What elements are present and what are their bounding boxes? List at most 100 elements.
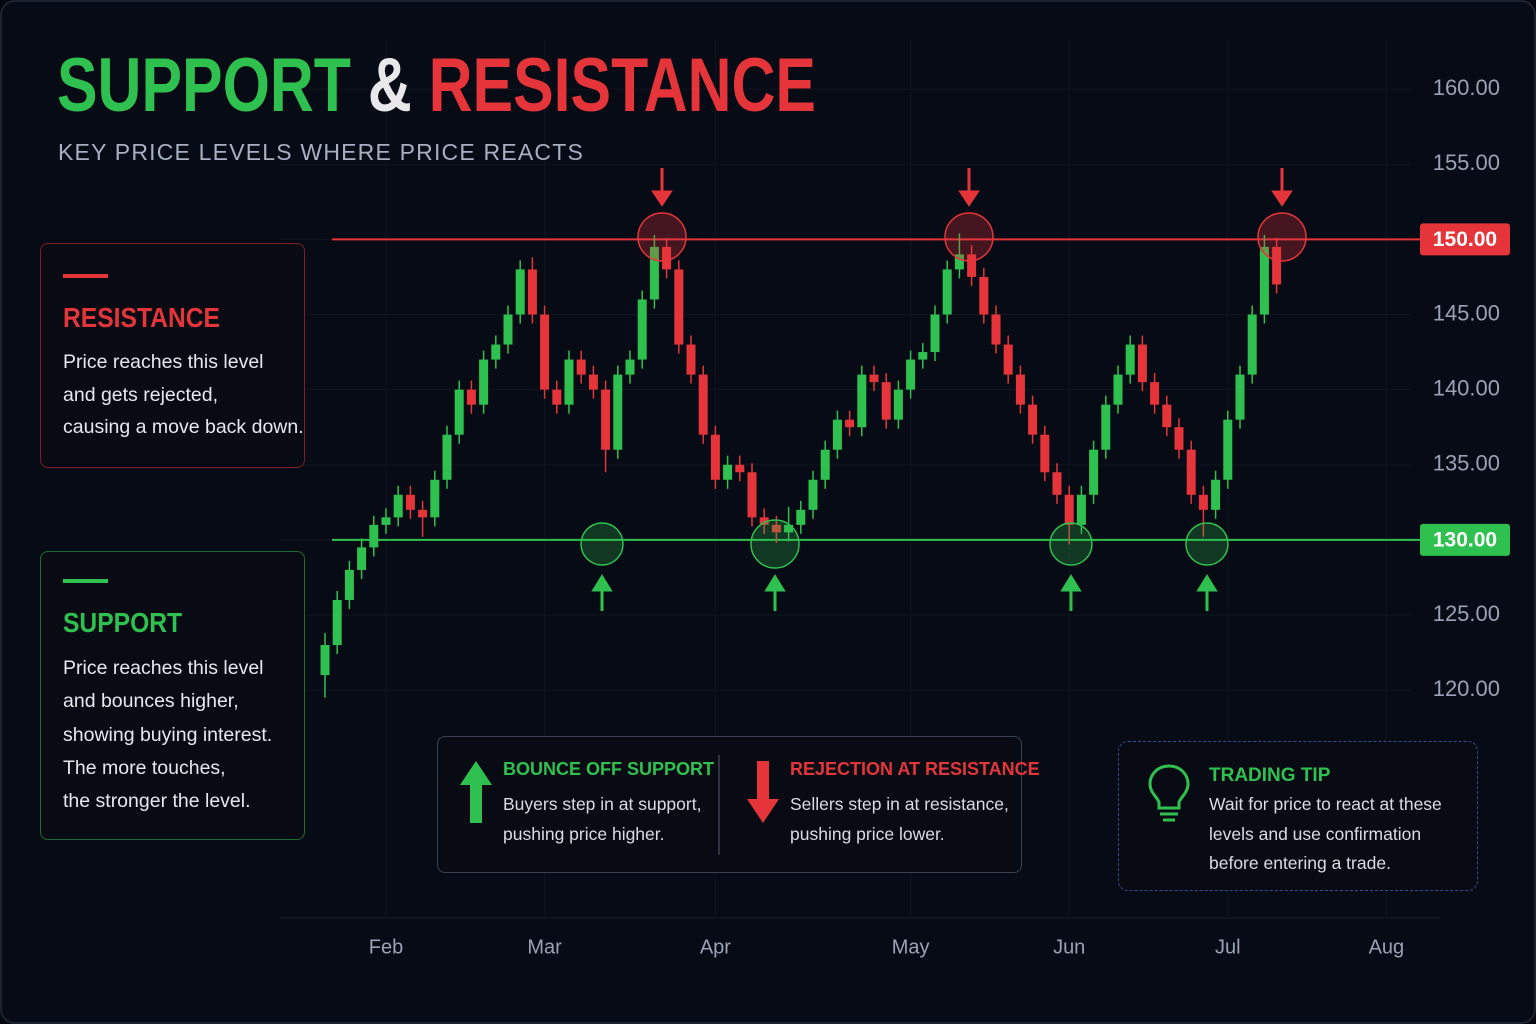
candle-body	[906, 359, 916, 390]
resistance-card: RESISTANCE Price reaches this level and g…	[40, 243, 305, 468]
x-tick-label: Mar	[527, 936, 562, 958]
x-tick-label: May	[892, 936, 930, 958]
candle-body	[1015, 374, 1025, 405]
candle-body	[662, 246, 672, 270]
candle-body	[418, 509, 428, 518]
text-line: Buyers step in at support,	[503, 794, 702, 814]
x-tick-label: Jul	[1215, 936, 1241, 958]
card-title: SUPPORT	[63, 607, 183, 638]
candle-body	[1040, 434, 1050, 473]
x-tick-label: Feb	[369, 936, 403, 958]
title-resistance: RESISTANCE	[428, 43, 816, 128]
bounce-title: BOUNCE OFF SUPPORT	[503, 759, 715, 779]
title-support: SUPPORT	[57, 43, 351, 128]
bulb-icon	[1148, 764, 1190, 822]
y-tick-label: 120.00	[1433, 676, 1500, 701]
candle-body	[357, 547, 367, 570]
candle-body	[1162, 404, 1172, 428]
candle-body	[515, 269, 525, 315]
candle-body	[588, 374, 598, 390]
candle-body	[613, 374, 623, 450]
touch-markers	[580, 168, 1307, 611]
text-line: Price reaches this level	[63, 351, 264, 373]
candle-body	[393, 494, 403, 518]
candle-body	[1223, 419, 1233, 480]
text-line: and bounces higher,	[63, 690, 239, 713]
resistance-badge	[1420, 223, 1510, 256]
card-accent	[63, 579, 108, 583]
candle-body	[1064, 494, 1074, 525]
candle-body	[869, 374, 879, 383]
candle-body	[1137, 344, 1147, 383]
y-tick-label: 140.00	[1433, 375, 1500, 400]
y-tick-label: 160.00	[1433, 75, 1500, 100]
candle-body	[405, 494, 415, 510]
candle-body	[1211, 479, 1221, 510]
title-amp: &	[367, 43, 412, 128]
support-badge	[1420, 523, 1510, 556]
candle-body	[845, 419, 855, 428]
text-line: The more touches,	[63, 756, 226, 779]
candle-body	[930, 314, 940, 353]
candle-body	[1113, 374, 1123, 405]
candle-body	[1198, 494, 1208, 510]
candle-body	[1235, 374, 1245, 420]
candle-body	[527, 269, 537, 315]
candle-body	[954, 254, 964, 270]
y-tick-label: 145.00	[1433, 300, 1500, 325]
candle-body	[381, 517, 391, 525]
candle-body	[320, 645, 330, 676]
text-line: pushing price lower.	[790, 824, 945, 844]
candle-body	[576, 359, 586, 375]
candle-body	[369, 524, 379, 548]
candle-body	[564, 359, 574, 405]
chart-title: SUPPORT & RESISTANCE	[57, 46, 816, 126]
candle-body	[466, 389, 476, 405]
text-line: the stronger the level.	[63, 790, 251, 813]
candle-body	[625, 359, 635, 375]
candle-body	[540, 314, 550, 390]
rejection-title: REJECTION AT RESISTANCE	[790, 759, 1040, 779]
candle-body	[491, 344, 501, 360]
candle-body	[832, 419, 842, 450]
candle-body	[796, 509, 806, 525]
text-line: Price reaches this level	[63, 657, 264, 679]
support-label: 130.00	[1433, 528, 1497, 551]
tip-title: TRADING TIP	[1209, 765, 1331, 786]
candle-body	[820, 449, 830, 480]
candle-body	[759, 517, 769, 525]
candle-body	[1247, 314, 1257, 375]
candle-body	[1259, 246, 1269, 315]
candle-body	[649, 246, 659, 300]
candle-body	[637, 299, 647, 360]
candle-body	[686, 344, 696, 375]
x-tick-label: Apr	[700, 936, 731, 958]
candle-body	[698, 374, 708, 435]
text-line: pushing price higher.	[503, 824, 665, 844]
text-line: Sellers step in at resistance,	[790, 794, 1009, 814]
candle-body	[442, 434, 452, 480]
explainer-icons	[460, 755, 779, 855]
x-tick-label: Jun	[1053, 936, 1085, 958]
text-line: Wait for price to react at these	[1209, 794, 1442, 814]
candle-body	[1003, 344, 1013, 375]
candle-body	[1150, 382, 1160, 405]
text-line: causing a move back down.	[63, 416, 304, 438]
y-tick-label: 125.00	[1433, 601, 1500, 626]
candle-body	[942, 269, 952, 315]
explainer-box: BOUNCE OFF SUPPORT Buyers step in at sup…	[437, 736, 1040, 873]
candle-body	[710, 434, 720, 480]
candle-body	[1186, 449, 1196, 495]
text-line: showing buying interest.	[63, 723, 273, 746]
y-tick-label: 155.00	[1433, 150, 1500, 175]
candle-body	[747, 472, 757, 518]
candle-body	[601, 389, 611, 450]
y-tick-label: 135.00	[1433, 451, 1500, 476]
candle-body	[1076, 494, 1086, 525]
tip-box: TRADING TIP Wait for price to react at t…	[1118, 741, 1478, 891]
candle-body	[881, 382, 891, 420]
candle-body	[1089, 449, 1099, 495]
candle-body	[552, 389, 562, 405]
candle-body	[1174, 427, 1184, 450]
